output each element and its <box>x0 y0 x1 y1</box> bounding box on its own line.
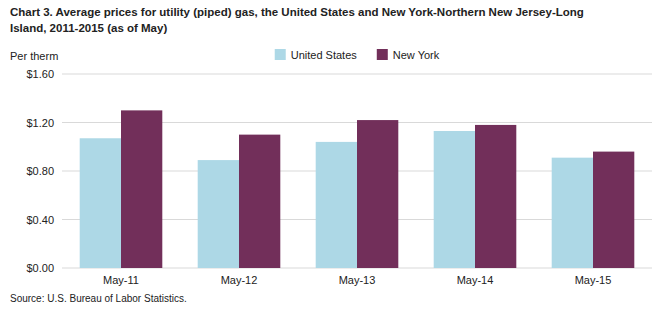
series <box>121 110 634 268</box>
legend-label: New York <box>393 49 440 61</box>
bar <box>593 152 634 268</box>
bar <box>198 160 239 268</box>
bar <box>357 120 398 268</box>
x-tick-label: May-12 <box>221 274 258 286</box>
y-axis: $0.00 $0.40 $0.80 $1.20 $1.60 <box>26 68 54 274</box>
chart-container: Chart 3. Average prices for utility (pip… <box>0 0 670 310</box>
x-tick-label: May-13 <box>339 274 376 286</box>
grid <box>62 74 652 268</box>
y-tick-label: $1.60 <box>26 68 54 80</box>
source: Source: U.S. Bureau of Labor Statistics. <box>10 293 187 304</box>
title: Chart 3. Average prices for utility (pip… <box>10 6 584 18</box>
bar <box>552 158 593 268</box>
legend-item: New York <box>377 49 440 61</box>
grid-line <box>62 74 652 75</box>
bar <box>434 131 475 268</box>
bars <box>80 110 635 268</box>
y-axis-label: Per therm <box>10 50 58 62</box>
bar <box>316 142 357 268</box>
bar <box>475 125 516 268</box>
y-tick-label: $0.80 <box>26 165 54 177</box>
x-tick-label: May-15 <box>575 274 612 286</box>
y-tick-label: $0.00 <box>26 262 54 274</box>
x-tick-label: May-11 <box>103 274 139 286</box>
legend-swatch <box>275 49 286 60</box>
x-axis: May-11 May-12 May-13 May-14 May-15 <box>103 274 611 286</box>
legend-swatch <box>377 49 388 60</box>
y-tick-label: $1.20 <box>26 117 54 129</box>
legend: United States New York <box>275 49 440 61</box>
bar <box>80 138 121 268</box>
bar <box>239 135 280 268</box>
legend-item: United States <box>275 49 358 61</box>
subtitle: Island, 2011-2015 (as of May) <box>10 22 167 34</box>
chart: Chart 3. Average prices for utility (pip… <box>0 0 670 310</box>
bar <box>121 110 162 268</box>
x-tick-label: May-14 <box>457 274 494 286</box>
legend-label: United States <box>291 49 358 61</box>
y-tick-label: $0.40 <box>26 214 54 226</box>
